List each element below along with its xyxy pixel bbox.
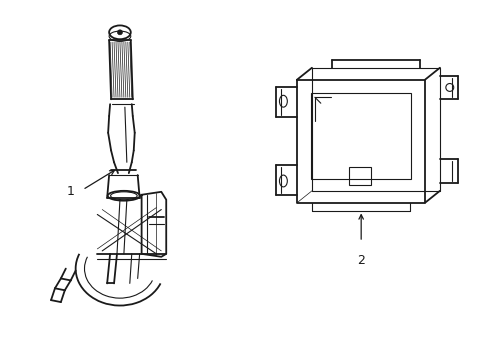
- Circle shape: [117, 30, 122, 35]
- Bar: [310, 93, 410, 179]
- Text: 2: 2: [357, 254, 365, 267]
- Text: 1: 1: [67, 185, 75, 198]
- Polygon shape: [297, 80, 424, 203]
- Ellipse shape: [109, 26, 130, 39]
- Bar: [348, 167, 370, 185]
